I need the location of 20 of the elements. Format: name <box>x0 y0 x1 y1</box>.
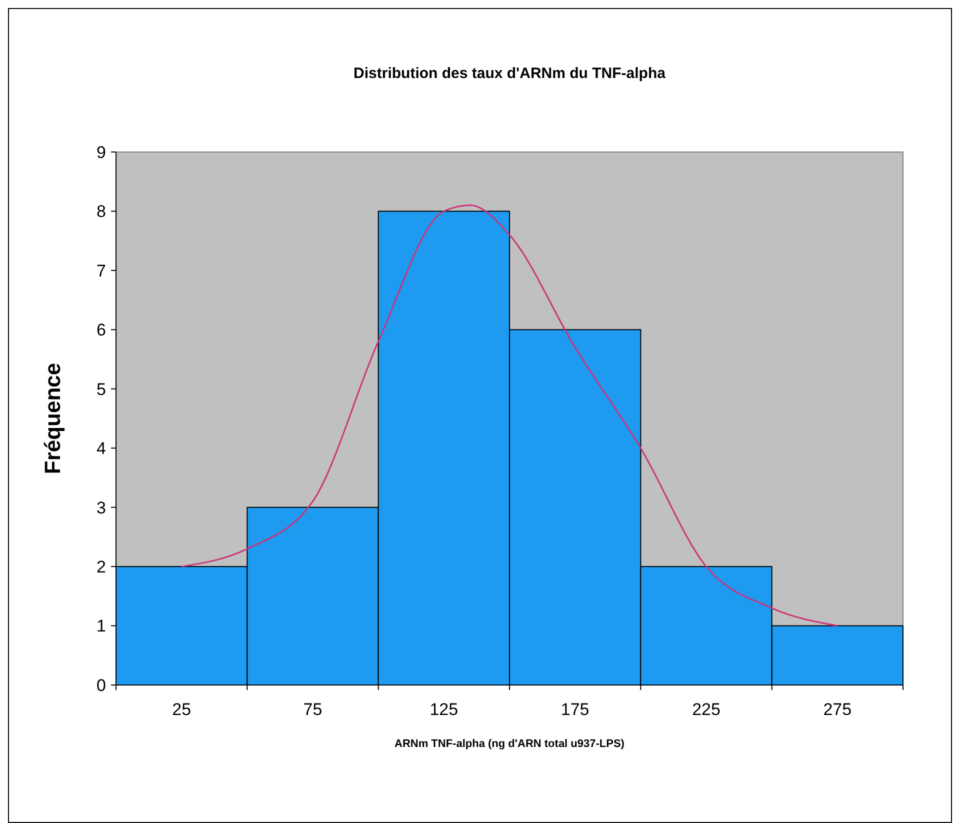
y-tick-label: 0 <box>96 676 106 695</box>
y-tick-label: 4 <box>96 439 106 458</box>
chart-title: Distribution des taux d'ARNm du TNF-alpha <box>354 65 666 82</box>
y-tick-label: 3 <box>96 498 106 518</box>
y-tick-label: 2 <box>96 558 106 577</box>
x-tick-label: 25 <box>172 700 192 719</box>
x-tick-label: 75 <box>303 700 322 719</box>
x-tick-label: 225 <box>692 700 720 719</box>
y-tick-label: 8 <box>96 202 106 222</box>
y-tick-label: 7 <box>96 261 106 280</box>
y-tick-label: 5 <box>96 380 106 399</box>
y-axis-title: Fréquence <box>40 362 65 474</box>
line-series <box>180 204 838 627</box>
x-tick-label: 125 <box>430 700 458 719</box>
x-tick-label: 275 <box>823 700 852 719</box>
y-tick-label: 6 <box>96 320 106 340</box>
y-tick-label: 1 <box>96 616 106 636</box>
x-axis-title: ARNm TNF-alpha (ng d'ARN total u937-LPS) <box>394 738 625 750</box>
x-tick-label: 175 <box>560 700 590 719</box>
y-tick-label: 9 <box>96 142 106 162</box>
